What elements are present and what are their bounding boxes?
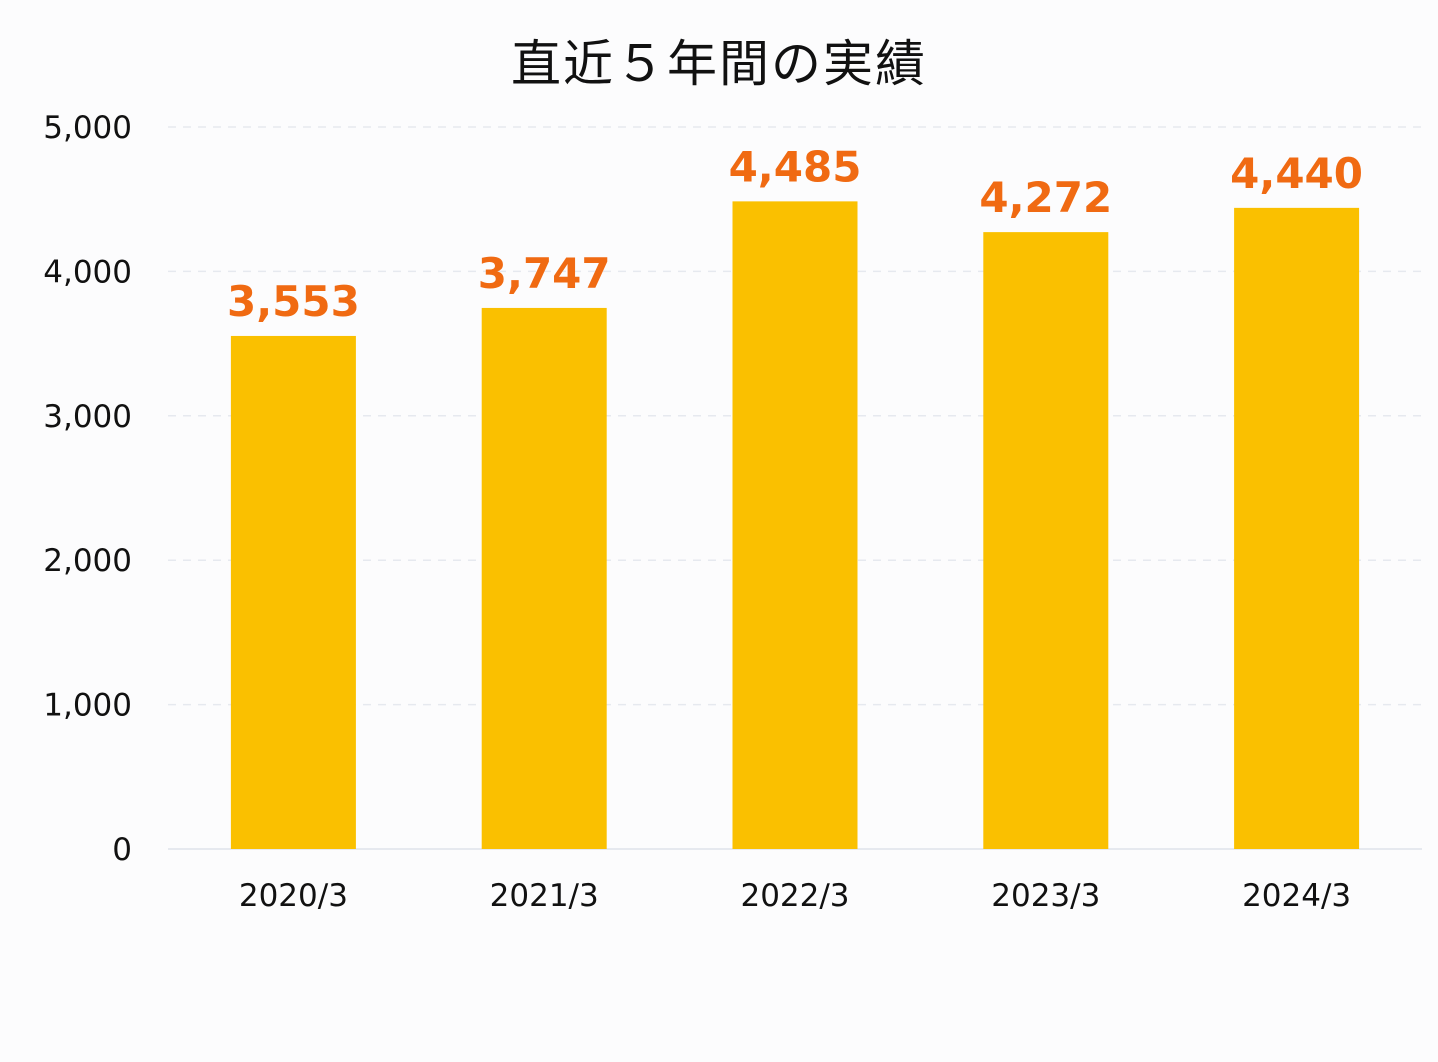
- x-tick-label: 2023/3: [991, 878, 1100, 914]
- bar: [732, 201, 858, 850]
- bar: [983, 232, 1109, 850]
- chart-title: 直近５年間の実績: [511, 35, 927, 93]
- y-tick-label: 4,000: [43, 254, 132, 290]
- x-tick-label: 2022/3: [740, 878, 849, 914]
- bar-data-label: 3,747: [478, 249, 611, 298]
- y-tick-label: 3,000: [43, 399, 132, 435]
- x-tick-label: 2024/3: [1242, 878, 1351, 914]
- bar: [230, 335, 356, 850]
- bar-data-label: 3,553: [227, 277, 360, 326]
- y-tick-label: 5,000: [43, 110, 132, 146]
- bar-data-label: 4,272: [979, 173, 1112, 222]
- bar: [481, 307, 607, 849]
- x-tick-label: 2021/3: [490, 878, 599, 914]
- bar: [1234, 207, 1360, 849]
- y-tick-label: 0: [112, 832, 132, 868]
- y-tick-label: 2,000: [43, 543, 132, 579]
- bar-data-label: 4,440: [1230, 149, 1363, 198]
- y-tick-label: 1,000: [43, 688, 132, 724]
- bar-data-label: 4,485: [729, 142, 862, 191]
- x-tick-label: 2020/3: [239, 878, 348, 914]
